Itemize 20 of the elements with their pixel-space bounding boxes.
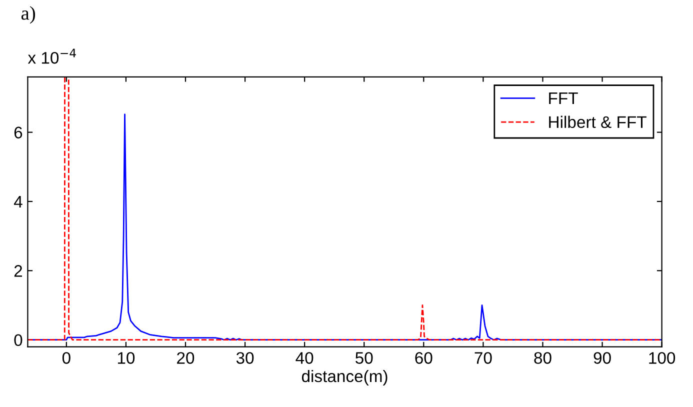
y-tick-label: 6 (14, 126, 22, 138)
x-tick-label: 70 (474, 352, 492, 364)
text: x 10$^{−4}$ (28, 48, 76, 64)
x-tick-label: 50 (356, 352, 373, 364)
legend-label: FFT (549, 92, 578, 104)
x-tick-label: 80 (534, 352, 552, 364)
x-tick-label: 20 (177, 352, 194, 364)
x-tick-label: 0 (62, 352, 70, 364)
y-tick-label: 0 (14, 334, 22, 346)
x-tick-label: 30 (236, 352, 254, 364)
y-tick-label: 2 (14, 265, 22, 277)
chart-title: a) (21, 6, 36, 24)
x-tick-label: 10 (118, 352, 135, 364)
x-tick-label: 100 (649, 352, 676, 364)
x-tick-label: 90 (594, 352, 611, 364)
legend-label: Hilbert & FFT (549, 116, 646, 128)
x-axis-title: distance(m) (302, 370, 388, 386)
x-tick-label: 60 (415, 352, 432, 364)
x-tick-label: 40 (296, 352, 314, 364)
y-tick-label: 4 (14, 196, 22, 208)
